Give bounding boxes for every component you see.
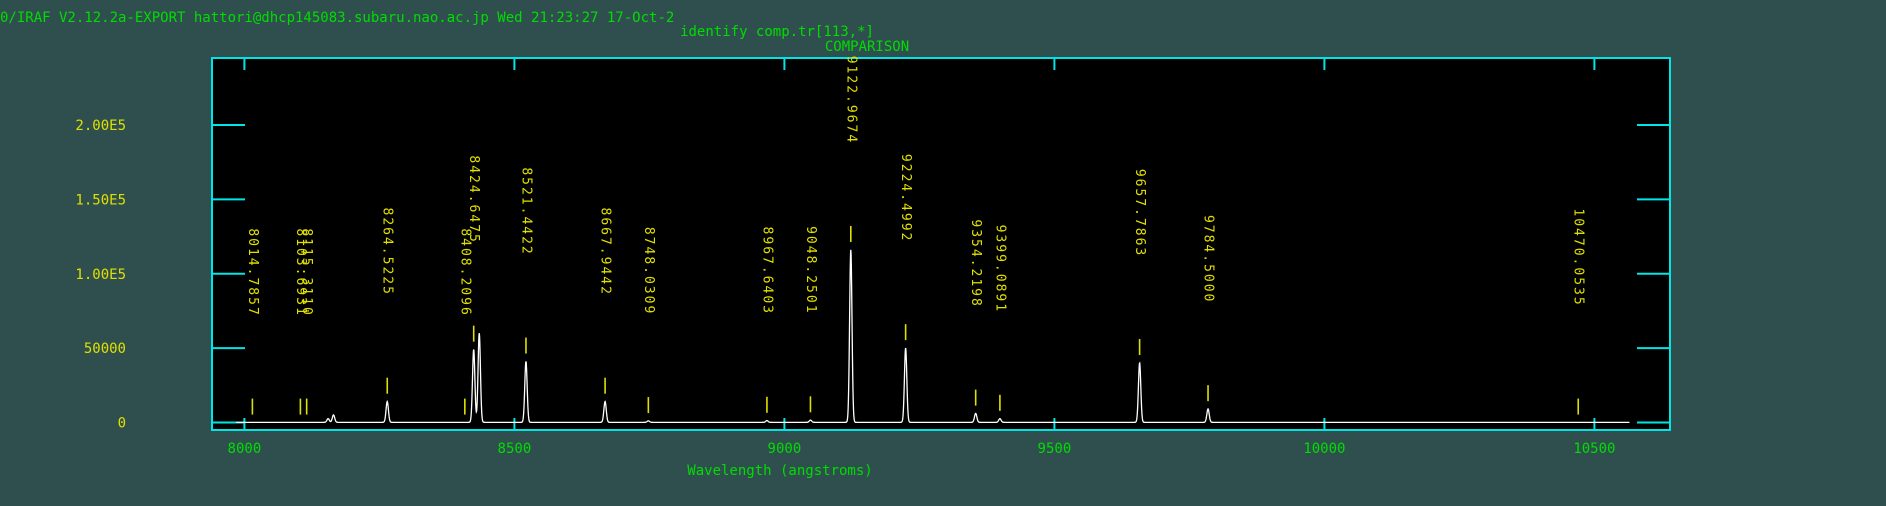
- line-id-label: 9399.0891: [992, 225, 1007, 313]
- line-id-label: 8521.4422: [518, 167, 533, 255]
- line-id-label: 9657.7863: [1132, 169, 1147, 257]
- plot-title: COMPARISON: [825, 39, 909, 55]
- tick-labels: 8000 8500 9000 9500 10000 10500 0 50000 1.00E5 1.…: [75, 118, 1615, 457]
- x-axis-label: Wavelength (angstroms): [687, 463, 872, 479]
- line-id-label: 8748.0309: [641, 227, 656, 315]
- y-tick-label: 1.50E5: [75, 192, 126, 208]
- y-tick-label: 50000: [84, 341, 126, 357]
- x-tick-label: 9500: [1038, 441, 1072, 457]
- line-id-label: 9354.2198: [968, 219, 983, 307]
- plot-frame: [211, 57, 1671, 431]
- line-id-label: 10470.0535: [1571, 208, 1586, 306]
- x-tick-label: 8000: [228, 441, 262, 457]
- line-id-label: 9784.5000: [1201, 215, 1216, 303]
- y-tick-label: 1.00E5: [75, 267, 126, 283]
- y-tick-label: 0: [118, 416, 126, 432]
- line-id-label: 8103.6931: [293, 228, 308, 316]
- line-id-label: 9048.2501: [803, 226, 818, 314]
- x-tick-label: 8500: [498, 441, 532, 457]
- status-line: 0/IRAF V2.12.2a-EXPORT hattori@dhcp14508…: [0, 10, 674, 26]
- x-tick-label: 10000: [1303, 441, 1345, 457]
- line-id-label: 8967.6403: [759, 227, 774, 315]
- line-id-label: 8424.6475: [466, 155, 481, 243]
- line-id-label: 9122.9674: [843, 56, 858, 144]
- line-id-label: 8014.7857: [245, 228, 260, 316]
- x-tick-label: 9000: [768, 441, 802, 457]
- line-id-label: 8667.9442: [598, 208, 613, 296]
- line-id-label: 8264.5225: [380, 208, 395, 296]
- line-id-label: 8115.3110: [299, 228, 314, 316]
- line-id-label: 9224.4992: [898, 154, 913, 242]
- y-tick-label: 2.00E5: [75, 118, 126, 134]
- spectrum-line: [236, 249, 1630, 423]
- line-id-label: 8408.2096: [457, 228, 472, 316]
- x-tick-label: 10500: [1573, 441, 1615, 457]
- command-line: identify comp.tr[113,*]: [680, 24, 874, 40]
